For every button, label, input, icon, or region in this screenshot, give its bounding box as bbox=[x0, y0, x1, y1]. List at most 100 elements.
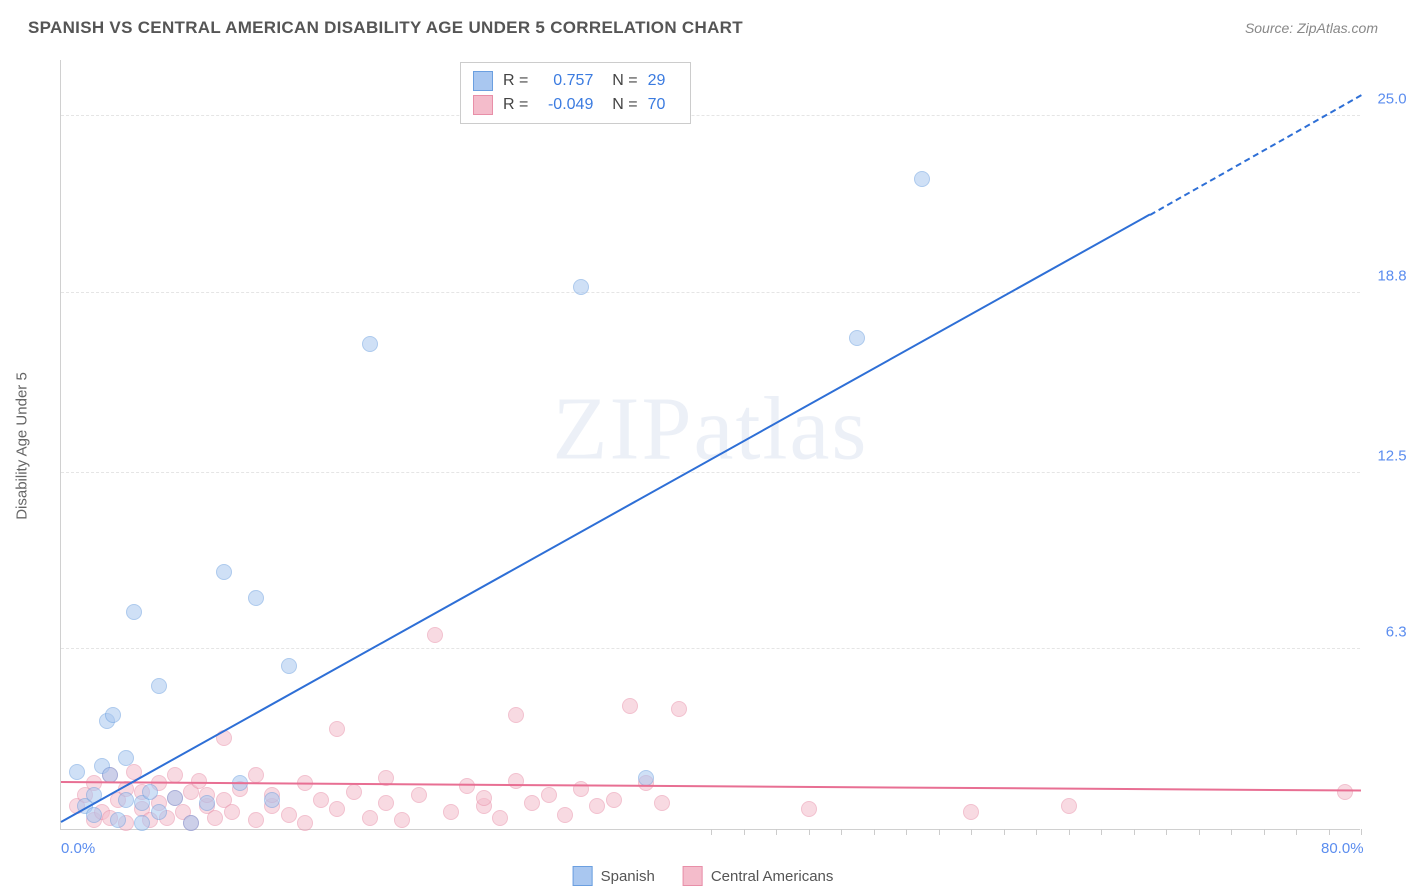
data-point bbox=[492, 810, 508, 826]
x-tick-mark bbox=[744, 829, 745, 835]
data-point bbox=[606, 792, 622, 808]
x-tick-mark bbox=[776, 829, 777, 835]
data-point bbox=[264, 792, 280, 808]
stats-swatch-icon bbox=[473, 71, 493, 91]
x-tick-mark bbox=[809, 829, 810, 835]
stats-row: R =0.757 N =29 bbox=[473, 69, 678, 93]
data-point bbox=[557, 807, 573, 823]
x-tick-mark bbox=[841, 829, 842, 835]
data-point bbox=[167, 790, 183, 806]
data-point bbox=[654, 795, 670, 811]
x-tick-label: 0.0% bbox=[61, 840, 95, 857]
y-tick-label: 6.3% bbox=[1365, 624, 1406, 641]
x-tick-mark bbox=[1101, 829, 1102, 835]
chart-title: SPANISH VS CENTRAL AMERICAN DISABILITY A… bbox=[28, 18, 743, 38]
x-tick-mark bbox=[1069, 829, 1070, 835]
gridline bbox=[61, 648, 1360, 649]
stats-swatch-icon bbox=[473, 95, 493, 115]
data-point bbox=[151, 804, 167, 820]
x-tick-mark bbox=[1329, 829, 1330, 835]
data-point bbox=[378, 795, 394, 811]
x-tick-mark bbox=[939, 829, 940, 835]
data-point bbox=[914, 171, 930, 187]
data-point bbox=[281, 658, 297, 674]
data-point bbox=[207, 810, 223, 826]
data-point bbox=[411, 787, 427, 803]
legend-label: Spanish bbox=[601, 868, 655, 885]
data-point bbox=[524, 795, 540, 811]
data-point bbox=[589, 798, 605, 814]
data-point bbox=[216, 564, 232, 580]
data-point bbox=[248, 812, 264, 828]
plot-area: ZIPatlas 6.3%12.5%18.8%25.0%0.0%80.0% bbox=[60, 60, 1360, 830]
data-point bbox=[508, 707, 524, 723]
data-point bbox=[638, 770, 654, 786]
x-tick-mark bbox=[1134, 829, 1135, 835]
data-point bbox=[459, 778, 475, 794]
data-point bbox=[142, 784, 158, 800]
data-point bbox=[105, 707, 121, 723]
x-tick-mark bbox=[1036, 829, 1037, 835]
data-point bbox=[1061, 798, 1077, 814]
stats-r-label: R = bbox=[503, 69, 528, 93]
legend: Spanish Central Americans bbox=[573, 866, 834, 886]
legend-swatch-icon bbox=[683, 866, 703, 886]
data-point bbox=[199, 795, 215, 811]
gridline bbox=[61, 472, 1360, 473]
y-tick-label: 18.8% bbox=[1365, 267, 1406, 284]
trend-line bbox=[61, 214, 1151, 823]
data-point bbox=[248, 767, 264, 783]
x-tick-mark bbox=[1166, 829, 1167, 835]
x-tick-mark bbox=[971, 829, 972, 835]
x-tick-mark bbox=[1199, 829, 1200, 835]
data-point bbox=[167, 767, 183, 783]
y-axis-title: Disability Age Under 5 bbox=[14, 372, 31, 520]
data-point bbox=[346, 784, 362, 800]
x-tick-label: 80.0% bbox=[1321, 840, 1364, 857]
gridline bbox=[61, 115, 1360, 116]
data-point bbox=[362, 336, 378, 352]
data-point bbox=[224, 804, 240, 820]
stats-r-label: R = bbox=[503, 93, 528, 117]
legend-item: Central Americans bbox=[683, 866, 834, 886]
stats-row: R = -0.049 N = 70 bbox=[473, 93, 678, 117]
data-point bbox=[126, 604, 142, 620]
data-point bbox=[248, 590, 264, 606]
x-tick-mark bbox=[1264, 829, 1265, 835]
stats-r-value: -0.049 bbox=[538, 93, 593, 117]
data-point bbox=[573, 279, 589, 295]
y-tick-label: 25.0% bbox=[1365, 91, 1406, 108]
data-point bbox=[118, 750, 134, 766]
data-point bbox=[427, 627, 443, 643]
data-point bbox=[151, 678, 167, 694]
data-point bbox=[86, 807, 102, 823]
legend-swatch-icon bbox=[573, 866, 593, 886]
legend-item: Spanish bbox=[573, 866, 655, 886]
data-point bbox=[671, 701, 687, 717]
x-tick-mark bbox=[1231, 829, 1232, 835]
data-point bbox=[541, 787, 557, 803]
x-tick-mark bbox=[874, 829, 875, 835]
title-bar: SPANISH VS CENTRAL AMERICAN DISABILITY A… bbox=[28, 18, 1378, 38]
data-point bbox=[476, 790, 492, 806]
data-point bbox=[297, 815, 313, 831]
data-point bbox=[622, 698, 638, 714]
watermark: ZIPatlas bbox=[553, 378, 869, 481]
x-tick-mark bbox=[711, 829, 712, 835]
trend-line bbox=[1149, 94, 1361, 216]
data-point bbox=[849, 330, 865, 346]
data-point bbox=[801, 801, 817, 817]
data-point bbox=[508, 773, 524, 789]
data-point bbox=[1337, 784, 1353, 800]
data-point bbox=[443, 804, 459, 820]
stats-n-label: N = bbox=[603, 69, 637, 93]
gridline bbox=[61, 292, 1360, 293]
data-point bbox=[134, 815, 150, 831]
data-point bbox=[394, 812, 410, 828]
data-point bbox=[329, 801, 345, 817]
data-point bbox=[362, 810, 378, 826]
data-point bbox=[183, 815, 199, 831]
stats-n-label: N = bbox=[603, 93, 637, 117]
stats-n-value: 70 bbox=[648, 93, 678, 117]
data-point bbox=[963, 804, 979, 820]
